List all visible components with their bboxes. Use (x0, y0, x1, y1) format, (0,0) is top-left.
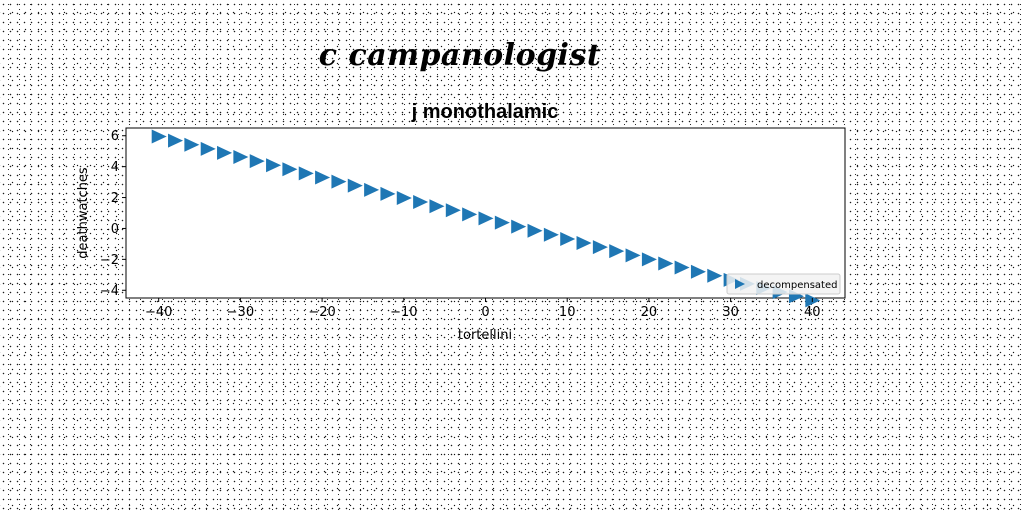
x-tick-label: 10 (559, 305, 576, 320)
x-tick-label: −40 (145, 305, 172, 320)
data-point (560, 231, 576, 246)
y-axis-label: deathwatches (76, 167, 91, 259)
data-point (151, 129, 167, 144)
x-tick-label: 40 (804, 305, 821, 320)
data-point (184, 137, 200, 152)
figure-suptitle: c campanologist (318, 38, 602, 73)
data-point (266, 158, 282, 173)
data-point (315, 170, 331, 185)
y-tick-label: 2 (111, 191, 119, 206)
legend-box (726, 273, 841, 295)
chart-title: j monothalamic (411, 101, 559, 123)
data-point (168, 133, 184, 148)
data-point (576, 235, 592, 250)
y-axis-ticks: −4 −2 0 2 4 6 (100, 129, 126, 299)
data-point (511, 219, 527, 234)
data-point (625, 248, 641, 263)
y-tick-label: −2 (100, 253, 119, 268)
data-point (282, 162, 298, 177)
data-point (690, 264, 706, 279)
data-point (233, 150, 249, 165)
data-point (478, 211, 494, 226)
data-point (445, 203, 461, 218)
y-tick-label: 6 (111, 129, 119, 144)
data-point (674, 260, 690, 275)
data-point (331, 174, 347, 189)
y-tick-label: 4 (111, 160, 119, 175)
x-axis-label: tortellini (458, 328, 512, 343)
x-axis-ticks: −40 −30 −20 −10 0 10 20 30 40 (145, 298, 821, 320)
data-point (592, 240, 608, 255)
data-point (298, 166, 314, 181)
data-point (641, 252, 657, 267)
data-point (217, 145, 233, 160)
data-point (494, 215, 510, 230)
x-tick-label: 20 (641, 305, 658, 320)
legend-marker-icon (735, 279, 745, 289)
data-point (364, 182, 380, 197)
y-tick-label: −4 (100, 284, 119, 299)
data-point (707, 268, 723, 283)
legend: decompensated (726, 273, 841, 295)
data-point (527, 223, 543, 238)
data-point (249, 154, 265, 169)
data-point (396, 191, 412, 206)
x-tick-label: −10 (390, 305, 417, 320)
x-tick-label: −30 (227, 305, 254, 320)
data-point (380, 186, 396, 201)
data-point (609, 244, 625, 259)
data-point (543, 227, 559, 242)
data-point (347, 178, 363, 193)
y-tick-label: 0 (111, 222, 119, 237)
legend-entry-decompensated: decompensated (757, 280, 837, 291)
data-point (658, 256, 674, 271)
data-point (413, 195, 429, 210)
data-point (429, 199, 445, 214)
data-point (462, 207, 478, 222)
data-point (200, 141, 216, 156)
x-tick-label: −20 (308, 305, 335, 320)
x-tick-label: 30 (722, 305, 739, 320)
x-tick-label: 0 (481, 305, 489, 320)
